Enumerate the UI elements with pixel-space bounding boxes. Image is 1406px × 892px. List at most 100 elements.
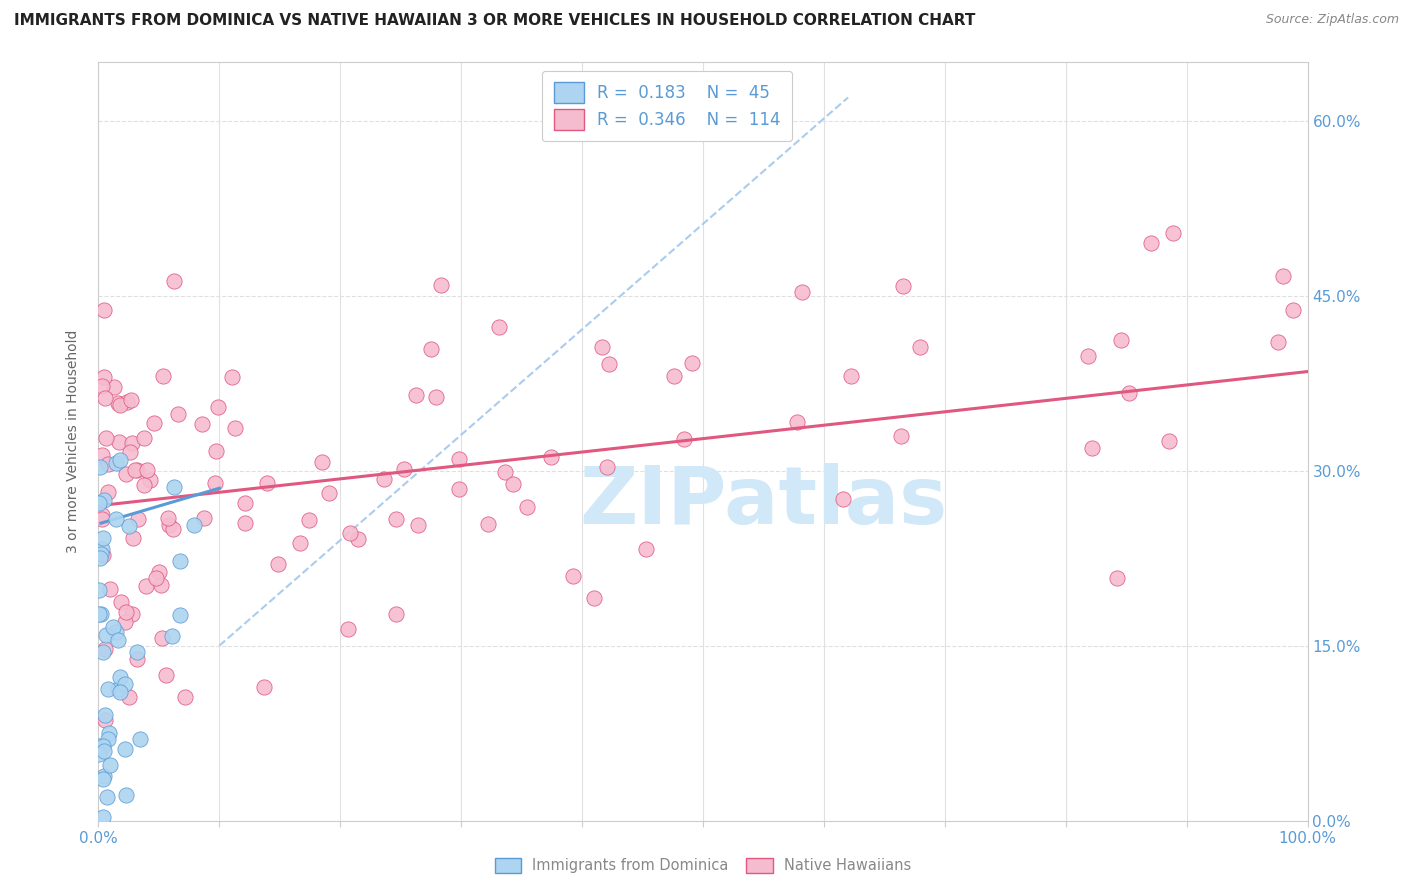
Point bbox=[120, 445, 142, 459]
Point bbox=[163, 480, 186, 494]
Point bbox=[97, 682, 120, 697]
Point bbox=[318, 486, 340, 500]
Point bbox=[267, 557, 290, 571]
Point bbox=[98, 758, 121, 772]
Point bbox=[790, 285, 813, 300]
Legend: Immigrants from Dominica, Native Hawaiians: Immigrants from Dominica, Native Hawaiia… bbox=[488, 850, 918, 880]
Point bbox=[115, 788, 138, 802]
Point bbox=[148, 565, 170, 579]
Point bbox=[540, 450, 562, 465]
Point bbox=[224, 421, 246, 435]
Point bbox=[90, 542, 112, 557]
Point bbox=[908, 341, 931, 355]
Point bbox=[94, 641, 117, 656]
Text: Source: ZipAtlas.com: Source: ZipAtlas.com bbox=[1265, 13, 1399, 27]
Point bbox=[97, 485, 120, 500]
Point bbox=[662, 368, 685, 383]
Point bbox=[96, 431, 118, 445]
Point bbox=[311, 455, 333, 469]
Point bbox=[104, 456, 127, 470]
Point bbox=[157, 511, 180, 525]
Point bbox=[105, 511, 128, 525]
Point bbox=[110, 670, 132, 684]
Point bbox=[502, 476, 524, 491]
Point bbox=[93, 744, 115, 758]
Point bbox=[447, 482, 470, 496]
Point bbox=[447, 452, 470, 467]
Point bbox=[1118, 385, 1140, 400]
Point bbox=[163, 274, 186, 288]
Point bbox=[419, 342, 441, 356]
Point bbox=[114, 615, 136, 629]
Point bbox=[1282, 302, 1305, 317]
Point bbox=[152, 368, 174, 383]
Point bbox=[87, 747, 110, 761]
Point bbox=[174, 690, 197, 704]
Point bbox=[94, 714, 117, 728]
Point bbox=[108, 685, 131, 699]
Point bbox=[1081, 442, 1104, 456]
Point bbox=[103, 380, 125, 394]
Point bbox=[832, 491, 855, 506]
Point bbox=[406, 517, 429, 532]
Point bbox=[205, 444, 228, 458]
Point bbox=[636, 542, 658, 557]
Point bbox=[122, 531, 145, 545]
Point bbox=[430, 277, 453, 292]
Point bbox=[162, 522, 184, 536]
Point bbox=[93, 739, 115, 754]
Point bbox=[681, 355, 703, 369]
Point bbox=[101, 620, 124, 634]
Point bbox=[139, 473, 162, 487]
Point bbox=[134, 431, 156, 445]
Point bbox=[108, 452, 131, 467]
Point bbox=[107, 633, 129, 648]
Text: ZIPatlas: ZIPatlas bbox=[579, 463, 948, 541]
Point bbox=[495, 465, 517, 479]
Point bbox=[91, 448, 114, 462]
Point bbox=[207, 401, 229, 415]
Point bbox=[96, 789, 118, 804]
Point bbox=[786, 415, 808, 429]
Point bbox=[107, 682, 129, 697]
Point bbox=[591, 340, 613, 354]
Point bbox=[87, 739, 110, 753]
Point bbox=[425, 390, 447, 404]
Point bbox=[90, 547, 112, 561]
Point bbox=[477, 517, 499, 532]
Point bbox=[124, 463, 146, 477]
Point bbox=[1077, 350, 1099, 364]
Point bbox=[97, 457, 120, 471]
Point bbox=[127, 651, 149, 665]
Point bbox=[516, 500, 538, 515]
Point bbox=[114, 742, 136, 756]
Point bbox=[127, 463, 149, 477]
Text: IMMIGRANTS FROM DOMINICA VS NATIVE HAWAIIAN 3 OR MORE VEHICLES IN HOUSEHOLD CORR: IMMIGRANTS FROM DOMINICA VS NATIVE HAWAI… bbox=[14, 13, 976, 29]
Point bbox=[891, 278, 914, 293]
Point bbox=[115, 394, 138, 409]
Point bbox=[142, 416, 165, 430]
Point bbox=[673, 432, 696, 446]
Point bbox=[1107, 571, 1129, 585]
Point bbox=[93, 302, 115, 317]
Point bbox=[121, 607, 143, 622]
Point bbox=[93, 549, 115, 563]
Point bbox=[93, 645, 115, 659]
Point bbox=[562, 569, 585, 583]
Point bbox=[339, 525, 361, 540]
Point bbox=[89, 459, 111, 474]
Point bbox=[121, 436, 143, 450]
Point bbox=[91, 772, 114, 786]
Point bbox=[110, 595, 132, 609]
Point bbox=[93, 493, 115, 508]
Point bbox=[115, 605, 138, 619]
Point bbox=[91, 531, 114, 545]
Point bbox=[162, 629, 184, 643]
Point bbox=[129, 732, 152, 747]
Point bbox=[91, 512, 114, 526]
Point bbox=[157, 518, 180, 533]
Point bbox=[336, 623, 359, 637]
Point bbox=[118, 519, 141, 533]
Point bbox=[155, 668, 177, 682]
Point bbox=[169, 607, 191, 622]
